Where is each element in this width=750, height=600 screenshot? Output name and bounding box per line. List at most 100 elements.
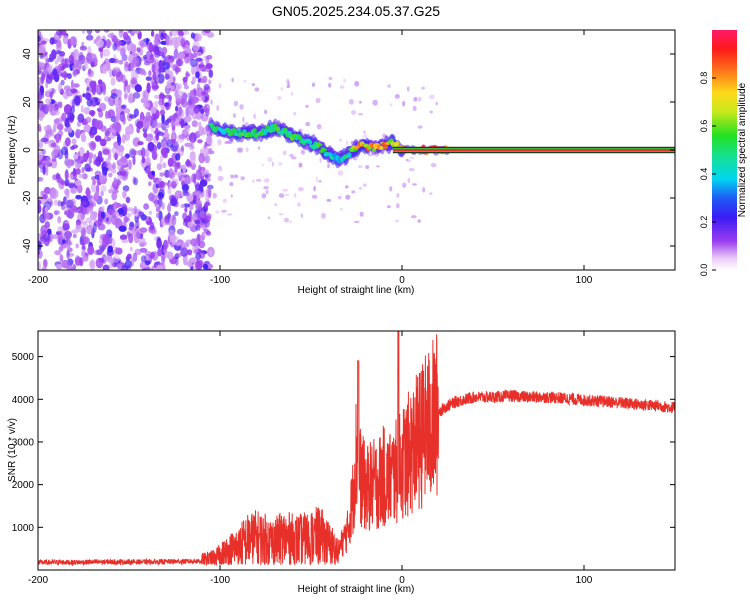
noise-blob	[153, 39, 159, 45]
noise-blob	[167, 203, 172, 213]
noise-blob	[57, 216, 62, 224]
noise-blob	[200, 108, 205, 114]
noise-blob	[243, 79, 247, 83]
noise-blob	[263, 186, 269, 190]
noise-blob	[120, 155, 127, 163]
noise-blob	[52, 234, 60, 240]
noise-blob	[171, 214, 177, 226]
noise-blob	[156, 76, 159, 83]
noise-blob	[372, 99, 378, 106]
noise-blob	[300, 149, 305, 155]
noise-blob	[38, 91, 43, 102]
noise-blob	[50, 72, 54, 81]
noise-blob	[158, 197, 163, 208]
noise-blob	[129, 148, 137, 159]
noise-blob	[180, 145, 185, 152]
noise-blob	[63, 85, 71, 92]
noise-blob	[67, 112, 75, 121]
noise-blob	[429, 192, 433, 196]
noise-blob	[138, 237, 146, 245]
noise-blob	[135, 220, 140, 229]
noise-blob	[173, 48, 179, 60]
noise-blob	[230, 174, 234, 179]
noise-blob	[60, 79, 65, 86]
noise-blob	[124, 34, 130, 40]
noise-blob	[158, 181, 163, 189]
noise-blob	[80, 206, 88, 215]
noise-blob	[143, 203, 150, 210]
noise-blob	[217, 139, 222, 146]
noise-blob	[113, 177, 117, 187]
noise-blob	[115, 211, 119, 219]
noise-blob	[274, 203, 278, 207]
noise-blob	[104, 211, 111, 219]
noise-blob	[103, 30, 110, 33]
noise-blob	[229, 182, 234, 187]
noise-blob	[348, 98, 354, 105]
noise-blob	[86, 30, 93, 35]
snr-frame	[37, 330, 676, 571]
noise-blob	[205, 177, 211, 182]
noise-blob	[44, 54, 48, 61]
noise-blob	[254, 87, 260, 92]
noise-blob	[122, 185, 130, 192]
noise-blob	[63, 188, 70, 196]
noise-blob	[106, 164, 112, 169]
noise-blob	[137, 211, 145, 217]
noise-blob	[300, 213, 303, 218]
noise-blob	[118, 114, 125, 122]
noise-blob	[267, 156, 273, 163]
noise-blob	[156, 264, 163, 270]
noise-blob	[124, 259, 132, 269]
noise-blob	[319, 157, 322, 163]
noise-blob	[131, 58, 138, 65]
noise-blob	[352, 157, 358, 161]
noise-blob	[38, 70, 44, 75]
noise-blob	[180, 38, 186, 47]
noise-blob	[173, 241, 182, 246]
noise-blob	[354, 81, 360, 87]
noise-blob	[44, 221, 50, 229]
y-tick-label: -40	[22, 238, 33, 253]
noise-blob	[413, 97, 418, 102]
noise-blob	[90, 182, 97, 193]
noise-blob	[239, 104, 244, 110]
noise-blob	[363, 130, 366, 134]
noise-blob	[83, 237, 90, 245]
noise-blob	[429, 110, 433, 114]
noise-blob	[39, 62, 46, 67]
noise-blob	[146, 51, 150, 61]
noise-blob	[89, 53, 97, 62]
noise-blob	[119, 30, 123, 33]
noise-blob	[96, 39, 104, 48]
noise-blob	[215, 210, 220, 214]
noise-blob	[164, 119, 169, 126]
noise-blob	[359, 211, 364, 217]
track-core	[221, 131, 227, 135]
noise-blob	[206, 32, 215, 38]
noise-blob	[150, 221, 155, 231]
noise-blob	[192, 243, 199, 255]
noise-blob	[387, 84, 391, 88]
noise-blob	[167, 229, 176, 240]
noise-blob	[127, 30, 132, 34]
noise-blob	[130, 77, 138, 85]
noise-blob	[315, 97, 321, 104]
noise-blob	[54, 117, 62, 126]
noise-blob	[396, 203, 400, 209]
noise-blob	[76, 184, 83, 194]
noise-blob	[102, 148, 110, 155]
noise-blob	[64, 169, 69, 181]
noise-blob	[145, 156, 151, 166]
noise-blob	[123, 64, 130, 72]
noise-blob	[313, 185, 316, 192]
noise-blob	[74, 179, 82, 187]
noise-blob	[289, 153, 294, 158]
noise-blob	[337, 170, 344, 176]
noise-blob	[63, 196, 67, 206]
y-tick-label: 1000	[12, 523, 35, 534]
noise-blob	[157, 73, 165, 84]
noise-blob	[305, 104, 309, 109]
noise-blob	[339, 85, 345, 89]
noise-blob	[148, 70, 152, 77]
